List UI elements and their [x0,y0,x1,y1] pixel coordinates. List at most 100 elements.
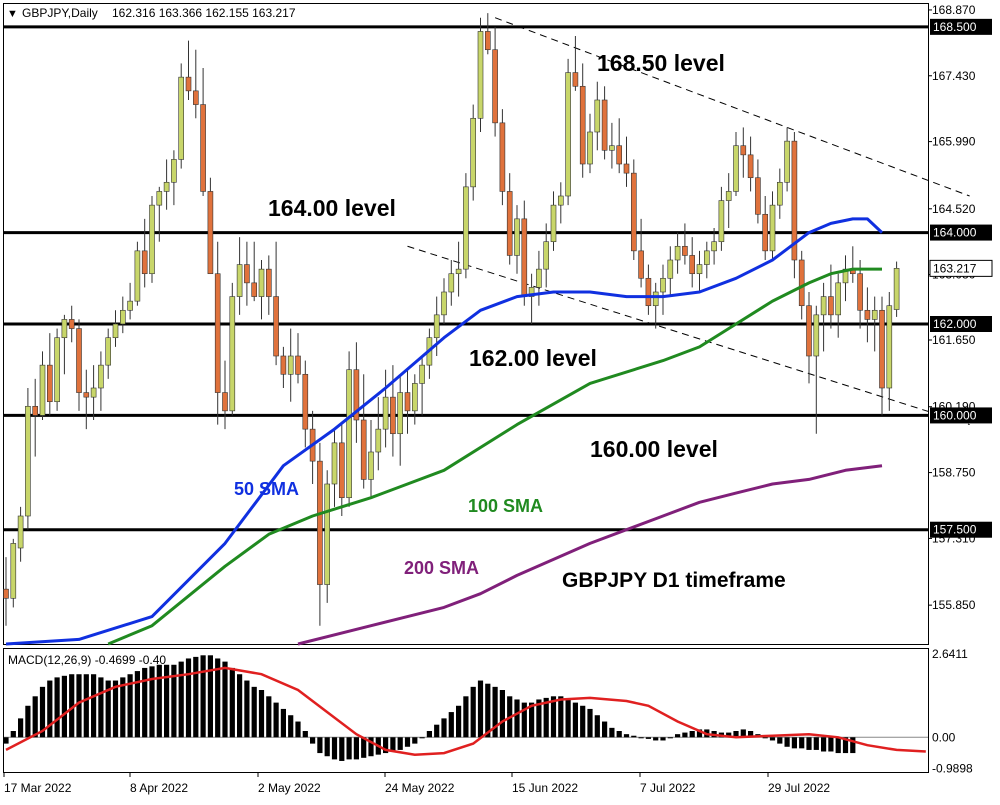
candle-bullish[interactable] [733,145,739,192]
candle-bullish[interactable] [105,337,111,366]
candle-bullish[interactable] [565,72,571,197]
candle-bearish[interactable] [857,273,863,311]
candle-bullish[interactable] [514,218,520,256]
candle-bearish[interactable] [828,296,834,316]
candle-bullish[interactable] [696,264,703,275]
candle-bullish[interactable] [463,186,469,270]
candle-bearish[interactable] [572,72,579,87]
candle-bearish[interactable] [492,49,498,124]
candle-bullish[interactable] [594,99,601,133]
candle-bearish[interactable] [638,250,644,279]
candle-bullish[interactable] [112,323,119,339]
candle-bearish[interactable] [76,328,82,393]
candle-bullish[interactable] [587,131,593,165]
candle-bullish[interactable] [156,191,163,206]
candle-bullish[interactable] [382,396,389,430]
lower-trendline[interactable] [407,245,970,426]
candle-bearish[interactable] [185,76,192,92]
candle-bearish[interactable] [630,172,637,252]
candle-bullish[interactable] [419,364,425,384]
candle-bullish[interactable] [470,117,477,188]
candle-bearish[interactable] [360,419,367,480]
candle-bullish[interactable] [609,145,615,151]
candle-bearish[interactable] [762,213,769,252]
candle-bearish[interactable] [645,277,652,307]
candle-bearish[interactable] [200,104,206,192]
candle-bearish[interactable] [83,392,90,398]
candle-bullish[interactable] [258,268,265,297]
candle-bullish[interactable] [711,241,717,252]
candle-bullish[interactable] [455,268,462,275]
sma100-line[interactable] [107,267,882,646]
candle-bearish[interactable] [747,154,754,179]
candle-bearish[interactable] [791,140,798,261]
candle-bullish[interactable] [178,76,184,160]
candle-bearish[interactable] [46,364,53,403]
candle-bullish[interactable] [134,250,141,302]
candle-bullish[interactable] [725,191,732,201]
candle-bullish[interactable] [660,277,666,293]
candle-bearish[interactable] [273,296,279,357]
candle-bullish[interactable] [397,392,404,435]
upper-trendline[interactable] [494,17,970,197]
candle-bullish[interactable] [346,369,352,499]
candle-bullish[interactable] [287,355,294,375]
candle-bearish[interactable] [280,355,287,375]
candle-bearish[interactable] [499,122,506,192]
candle-bearish[interactable] [521,218,528,297]
candle-bullish[interactable] [411,383,418,412]
candle-bearish[interactable] [806,305,812,357]
candle-bullish[interactable] [324,483,331,585]
candle-bullish[interactable] [368,451,374,480]
candle-bullish[interactable] [784,140,790,183]
candle-bullish[interactable] [149,204,155,275]
candle-bearish[interactable] [302,373,309,430]
candle-bullish[interactable] [331,442,338,485]
candle-bullish[interactable] [557,195,564,206]
candle-bullish[interactable] [477,31,484,119]
candle-bullish[interactable] [776,181,783,206]
candle-bullish[interactable] [17,515,24,549]
candle-bullish[interactable] [893,268,900,310]
candle-bullish[interactable] [718,200,725,243]
candle-bullish[interactable] [171,159,177,183]
candle-bullish[interactable] [61,319,68,339]
candle-bearish[interactable] [689,255,696,275]
candle-bullish[interactable] [448,273,455,293]
price-pane[interactable] [3,3,929,645]
candle-bearish[interactable] [353,369,360,421]
candle-bullish[interactable] [25,405,31,517]
candle-bearish[interactable] [601,99,608,151]
candle-bullish[interactable] [813,314,820,357]
candle-bearish[interactable] [193,90,199,105]
sma50-line[interactable] [5,217,884,646]
candle-bullish[interactable] [543,241,550,270]
candle-bullish[interactable] [236,264,243,297]
candle-bullish[interactable] [375,428,382,453]
candle-bullish[interactable] [127,300,133,311]
candle-bullish[interactable] [98,364,104,389]
candle-bullish[interactable] [528,287,535,297]
triangle-marker-icon[interactable]: ▼ [7,8,18,20]
candle-bullish[interactable] [886,305,893,389]
candle-bearish[interactable] [484,31,491,51]
macd-signal-line[interactable] [5,666,926,756]
candle-bullish[interactable] [652,291,659,307]
candle-bullish[interactable] [39,364,46,416]
candle-bearish[interactable] [317,460,323,585]
candle-bullish[interactable] [54,337,60,403]
candle-bullish[interactable] [441,291,447,316]
candle-bullish[interactable] [674,245,681,261]
sma200-line[interactable] [297,464,883,646]
candle-bearish[interactable] [740,145,747,156]
candle-bearish[interactable] [251,282,257,297]
candle-bearish[interactable] [879,309,885,389]
macd-pane[interactable] [3,648,929,773]
candle-bearish[interactable] [623,163,630,174]
candle-bearish[interactable] [798,259,805,307]
candle-bullish[interactable] [229,296,236,412]
candle-bullish[interactable] [769,204,776,252]
candle-bullish[interactable] [536,268,542,288]
candle-bearish[interactable] [3,588,9,599]
candle-bearish[interactable] [755,177,761,215]
